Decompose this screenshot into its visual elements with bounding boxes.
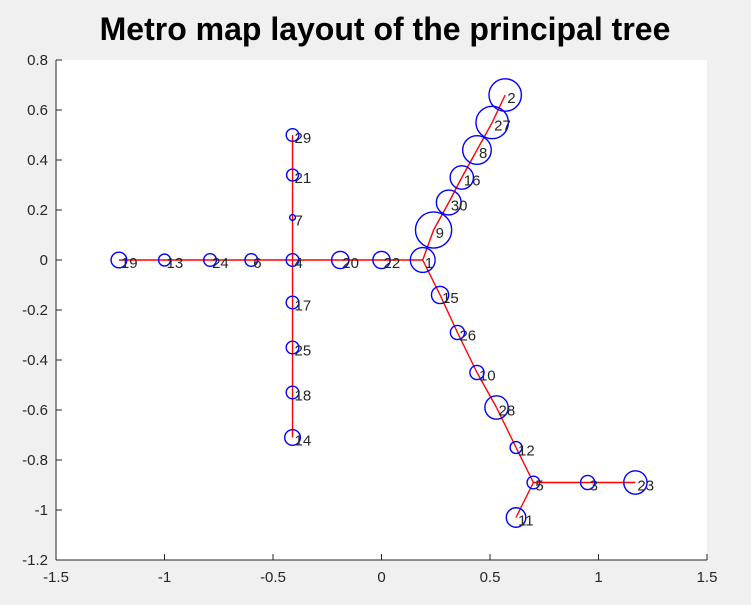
node-label-15: 15 <box>442 290 459 307</box>
edge-1-15 <box>422 259 441 296</box>
x-tick-label: 1 <box>594 569 602 586</box>
x-tick-label: 1.5 <box>697 569 718 586</box>
node-label-4: 4 <box>295 255 303 272</box>
node-21 <box>285 168 300 182</box>
node-label-8: 8 <box>479 145 487 162</box>
node-10 <box>469 364 485 381</box>
node-label-14: 14 <box>295 433 312 450</box>
y-tick-label: 0.6 <box>27 102 48 119</box>
node-28 <box>484 395 509 420</box>
node-label-29: 29 <box>295 130 312 147</box>
y-tick-label: 0.2 <box>27 202 48 219</box>
y-tick-label: 0.8 <box>27 52 48 69</box>
edge-30-16 <box>448 177 463 203</box>
node-label-11: 11 <box>518 513 534 530</box>
y-tick-label: -0.4 <box>22 352 48 369</box>
node-13 <box>157 253 172 267</box>
y-tick-label: -0.2 <box>22 302 48 319</box>
node-18 <box>285 385 300 400</box>
node-label-18: 18 <box>295 388 312 405</box>
node-22 <box>372 250 391 270</box>
node-27 <box>475 105 510 140</box>
y-tick-label: -0.8 <box>22 452 48 469</box>
node-9 <box>414 211 453 249</box>
node-23 <box>623 470 648 495</box>
node-label-21: 21 <box>295 170 312 187</box>
node-label-30: 30 <box>451 198 468 215</box>
node-label-28: 28 <box>499 403 516 420</box>
node-label-19: 19 <box>121 255 138 272</box>
node-12 <box>509 440 523 455</box>
node-label-9: 9 <box>436 225 444 242</box>
node-label-17: 17 <box>295 298 312 315</box>
node-1 <box>409 246 436 274</box>
x-tick-label: -1 <box>158 569 171 586</box>
y-tick-label: 0.4 <box>27 152 48 169</box>
node-label-26: 26 <box>459 328 476 345</box>
node-8 <box>461 134 492 165</box>
node-3 <box>579 474 596 491</box>
chart-title: Metro map layout of the principal tree <box>100 11 671 47</box>
x-tick-label: 0.5 <box>480 569 501 586</box>
node-20 <box>330 250 350 270</box>
node-label-23: 23 <box>637 478 654 495</box>
node-label-24: 24 <box>212 255 229 272</box>
nodes-layer <box>110 78 648 528</box>
x-tick-label: 0 <box>377 569 385 586</box>
node-label-1: 1 <box>425 255 433 272</box>
node-4 <box>285 252 300 268</box>
node-label-6: 6 <box>253 255 261 272</box>
edge-1-9 <box>422 229 435 261</box>
node-label-27: 27 <box>494 118 511 135</box>
node-label-22: 22 <box>384 255 401 272</box>
node-label-25: 25 <box>295 343 312 360</box>
node-24 <box>203 252 218 268</box>
node-label-5: 5 <box>535 478 543 495</box>
edge-9-30 <box>432 202 450 231</box>
node-6 <box>244 252 259 268</box>
node-26 <box>449 324 466 341</box>
node-2 <box>488 78 523 112</box>
node-14 <box>283 428 302 447</box>
node-label-16: 16 <box>464 173 481 190</box>
node-11 <box>505 507 527 528</box>
edge-16-8 <box>461 149 478 178</box>
axes-layer: -1.5 -1 -0.5 0 0.5 1 1.5 0.8 0.6 0.4 0.2 0 -0.2 -0.4 -… <box>22 52 717 586</box>
node-label-20: 20 <box>342 255 359 272</box>
plot-area <box>56 60 707 560</box>
node-5 <box>526 475 541 490</box>
node-label-3: 3 <box>590 478 598 495</box>
node-17 <box>285 295 300 310</box>
edge-28-12 <box>495 407 517 448</box>
node-label-7: 7 <box>295 213 303 230</box>
edge-27-2 <box>491 94 506 123</box>
y-tick-label: -0.6 <box>22 402 48 419</box>
node-label-10: 10 <box>479 368 496 385</box>
node-7 <box>288 213 297 222</box>
x-tick-label: -1.5 <box>43 569 69 586</box>
node-19 <box>110 251 128 269</box>
node-label-2: 2 <box>507 90 515 107</box>
node-30 <box>435 189 462 216</box>
y-tick-label: -1 <box>35 502 48 519</box>
node-label-12: 12 <box>518 443 535 460</box>
node-15 <box>430 285 450 305</box>
node-label-13: 13 <box>167 255 184 272</box>
x-tick-label: -0.5 <box>260 569 286 586</box>
y-tick-label: -1.2 <box>22 552 48 569</box>
node-16 <box>449 165 475 190</box>
node-25 <box>285 340 300 355</box>
y-tick-label: 0 <box>40 252 48 269</box>
node-29 <box>285 127 300 143</box>
